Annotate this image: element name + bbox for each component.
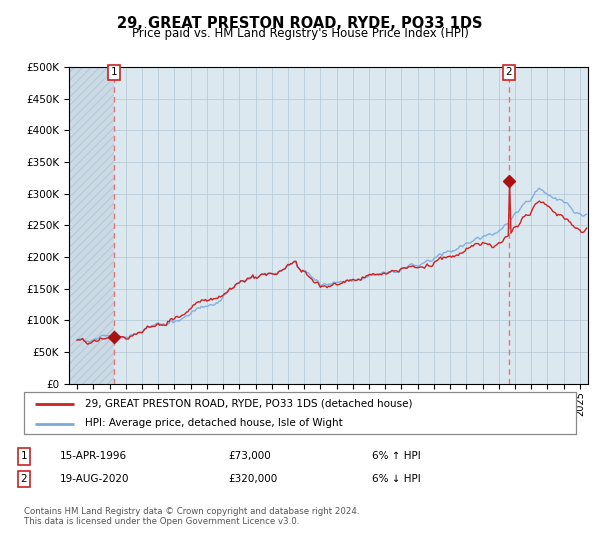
Text: 6% ↑ HPI: 6% ↑ HPI: [372, 451, 421, 461]
Text: 2: 2: [20, 474, 28, 484]
Text: 19-AUG-2020: 19-AUG-2020: [60, 474, 130, 484]
Text: 15-APR-1996: 15-APR-1996: [60, 451, 127, 461]
Text: 29, GREAT PRESTON ROAD, RYDE, PO33 1DS (detached house): 29, GREAT PRESTON ROAD, RYDE, PO33 1DS (…: [85, 399, 412, 409]
Text: 6% ↓ HPI: 6% ↓ HPI: [372, 474, 421, 484]
Text: Price paid vs. HM Land Registry's House Price Index (HPI): Price paid vs. HM Land Registry's House …: [131, 27, 469, 40]
Bar: [69, 67, 114, 384]
Text: £320,000: £320,000: [228, 474, 277, 484]
Text: 29, GREAT PRESTON ROAD, RYDE, PO33 1DS: 29, GREAT PRESTON ROAD, RYDE, PO33 1DS: [117, 16, 483, 31]
Text: 2: 2: [506, 67, 512, 77]
Text: Contains HM Land Registry data © Crown copyright and database right 2024.
This d: Contains HM Land Registry data © Crown c…: [24, 507, 359, 526]
Text: HPI: Average price, detached house, Isle of Wight: HPI: Average price, detached house, Isle…: [85, 418, 343, 428]
Text: 1: 1: [20, 451, 28, 461]
Text: 1: 1: [111, 67, 118, 77]
Text: £73,000: £73,000: [228, 451, 271, 461]
